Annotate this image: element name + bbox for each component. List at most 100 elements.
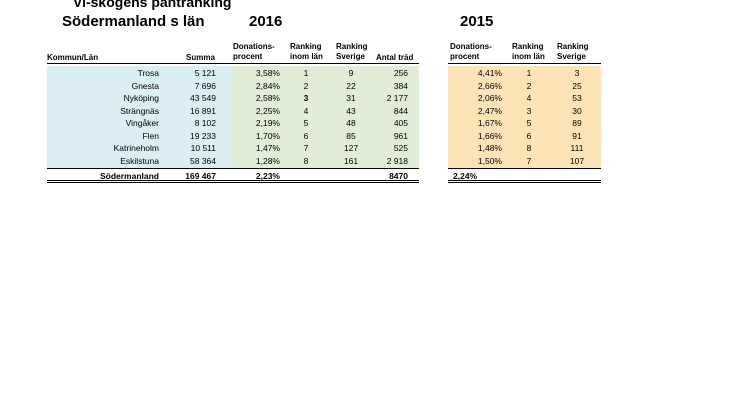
cell-summa: 5 121: [194, 68, 216, 78]
cell-ranking-sverige-2015: 89: [572, 118, 582, 128]
cell-kommun: Strängnäs: [120, 105, 159, 116]
cell-kommun: Trosa: [137, 68, 159, 78]
cell-summa: 7 696: [194, 80, 216, 91]
cell-summa: 8 102: [194, 118, 216, 128]
header-underline-2015: [448, 63, 601, 64]
cell-donation-2015: 2,47%: [477, 105, 502, 116]
cell-ranking-lan-2015: 6: [526, 130, 532, 141]
total-underline-2015-b: [448, 182, 601, 183]
total-summa: 169 467: [185, 171, 216, 181]
cell-donation-2016: 1,47%: [255, 143, 280, 153]
header-donation-2016: Donations-procent: [233, 42, 275, 61]
cell-antal-trad: 384: [393, 80, 408, 91]
cell-kommun: Eskilstuna: [120, 155, 159, 166]
cell-antal-trad: 525: [393, 143, 408, 153]
cell-ranking-lan-2015: 5: [526, 118, 532, 128]
cell-donation-2015: 1,48%: [477, 143, 502, 153]
kommun-column-background: [47, 66, 232, 168]
cell-summa: 58 364: [190, 155, 216, 166]
cell-ranking-lan-2016: 2: [303, 80, 309, 91]
cell-summa: 19 233: [190, 130, 216, 141]
cell-antal-trad: 2 177: [386, 93, 408, 103]
total-donation-2015: 2,24%: [453, 171, 478, 181]
cell-ranking-sverige-2016: 31: [346, 93, 356, 103]
data-2015-background: [448, 66, 601, 168]
cell-ranking-lan-2015: 4: [526, 93, 532, 103]
cell-donation-2016: 2,58%: [255, 93, 280, 103]
cell-donation-2016: 2,84%: [255, 80, 280, 91]
cell-ranking-lan-2015: 7: [526, 155, 532, 166]
cell-donation-2016: 1,28%: [255, 155, 280, 166]
cell-ranking-lan-2016: 7: [303, 143, 309, 153]
cell-donation-2016: 1,70%: [255, 130, 280, 141]
cell-ranking-lan-2016: 3: [303, 93, 309, 103]
total-underline-2016-a: [47, 180, 419, 181]
cell-donation-2015: 1,50%: [477, 155, 502, 166]
region-title: Södermanland s län: [62, 13, 205, 30]
cell-antal-trad: 2 918: [386, 155, 408, 166]
cell-donation-2016: 2,25%: [255, 105, 280, 116]
total-underline-2016-b: [47, 182, 419, 183]
cell-kommun: Flen: [142, 130, 159, 141]
cell-ranking-lan-2015: 8: [526, 143, 532, 153]
cell-antal-trad: 256: [393, 68, 408, 78]
total-topline-2015: [448, 168, 601, 169]
cell-ranking-lan-2016: 6: [303, 130, 309, 141]
cell-antal-trad: 961: [393, 130, 408, 141]
cell-ranking-sverige-2016: 161: [343, 155, 359, 166]
cell-ranking-sverige-2015: 91: [572, 130, 582, 141]
header-antal-trad: Antal träd: [376, 53, 414, 62]
cell-kommun: Gnesta: [131, 80, 159, 91]
total-antal-trad: 8470: [389, 171, 408, 181]
cell-ranking-sverige-2016: 9: [348, 68, 354, 78]
cell-donation-2016: 2,19%: [255, 118, 280, 128]
cell-ranking-sverige-2015: 107: [569, 155, 585, 166]
header-ranking-sverige-2015: Ranking Sverige: [557, 42, 589, 61]
header-kommun: Kommun/Län: [47, 53, 99, 62]
header-ranking-sverige-2016: Ranking Sverige: [336, 42, 368, 61]
cell-summa: 10 511: [190, 143, 216, 153]
cell-donation-2015: 2,06%: [477, 93, 502, 103]
cell-ranking-lan-2016: 1: [303, 68, 309, 78]
cell-donation-2015: 1,66%: [477, 130, 502, 141]
cell-ranking-lan-2016: 8: [303, 155, 309, 166]
cell-ranking-lan-2015: 2: [526, 80, 532, 91]
cell-ranking-sverige-2015: 53: [572, 93, 582, 103]
cell-ranking-lan-2015: 1: [526, 68, 532, 78]
cell-kommun: Vingåker: [125, 118, 159, 128]
cell-ranking-sverige-2016: 127: [343, 143, 359, 153]
cell-ranking-sverige-2015: 111: [570, 143, 584, 153]
header-underline-2016: [47, 63, 419, 64]
cell-antal-trad: 844: [393, 105, 408, 116]
cell-ranking-sverige-2015: 30: [572, 105, 582, 116]
header-donation-2015: Donations-procent: [450, 42, 492, 61]
header-ranking-lan-2015: Ranking inom län: [512, 42, 545, 61]
cell-ranking-sverige-2016: 43: [346, 105, 356, 116]
header-ranking-lan-2016: Ranking inom län: [290, 42, 323, 61]
cell-ranking-lan-2015: 3: [526, 105, 532, 116]
cell-ranking-sverige-2015: 25: [572, 80, 582, 91]
data-2016-background: [232, 66, 419, 168]
total-underline-2015-a: [448, 180, 601, 181]
cell-summa: 43 549: [190, 93, 216, 103]
cell-ranking-lan-2016: 4: [303, 105, 309, 116]
cell-kommun: Nyköping: [123, 93, 159, 103]
cell-ranking-sverige-2016: 85: [346, 130, 356, 141]
cell-donation-2015: 4,41%: [477, 68, 502, 78]
cell-donation-2015: 2,66%: [477, 80, 502, 91]
cell-ranking-lan-2016: 5: [303, 118, 309, 128]
year-2016-heading: 2016: [249, 13, 283, 30]
cell-kommun: Katrineholm: [113, 143, 159, 153]
cell-ranking-sverige-2015: 3: [574, 68, 580, 78]
cell-summa: 16 891: [190, 105, 216, 116]
cell-donation-2016: 3,58%: [255, 68, 280, 78]
cell-ranking-sverige-2016: 48: [346, 118, 356, 128]
year-2015-heading: 2015: [460, 13, 494, 30]
total-topline-2016: [47, 168, 419, 169]
header-summa: Summa: [186, 53, 215, 62]
cell-donation-2015: 1,67%: [477, 118, 502, 128]
total-kommun: Södermanland: [99, 171, 159, 181]
total-donation-2016: 2,23%: [255, 171, 280, 181]
page-title: Vi-skogens pantranking: [73, 0, 232, 10]
cell-ranking-sverige-2016: 22: [346, 80, 356, 91]
